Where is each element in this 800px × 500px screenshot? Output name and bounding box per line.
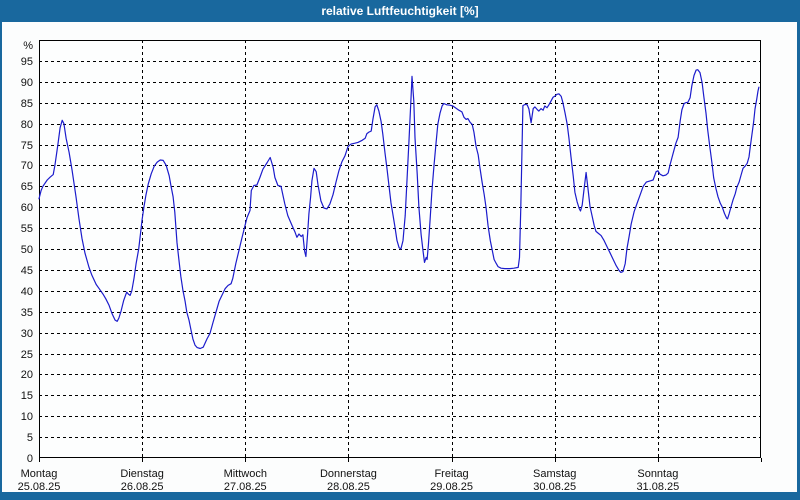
- y-axis-tick-label: 75: [21, 140, 33, 152]
- y-axis-tick-label: 65: [21, 181, 33, 193]
- y-axis-tick-label: 85: [21, 98, 33, 110]
- x-axis-day-label: Sonntag: [637, 468, 678, 480]
- y-axis-tick-label: 55: [21, 223, 33, 235]
- humidity-line: [38, 69, 760, 350]
- x-axis-day-label: Montag: [21, 468, 58, 480]
- window-border-right: [797, 22, 800, 500]
- y-axis-tick-label: 15: [21, 390, 33, 402]
- y-axis-tick-label: 80: [21, 119, 33, 131]
- x-axis-day-label: Mittwoch: [224, 468, 267, 480]
- title-bar: relative Luftfeuchtigkeit [%]: [0, 0, 800, 22]
- y-axis-tick-label: 95: [21, 56, 33, 68]
- x-axis-day-label: Freitag: [434, 468, 468, 480]
- y-axis-tick-label: 5: [27, 432, 33, 444]
- x-axis-date-label: 30.08.25: [533, 481, 576, 493]
- plot-border: [39, 40, 761, 458]
- y-axis-tick-label: 25: [21, 349, 33, 361]
- y-axis-tick-label: 0: [27, 453, 33, 465]
- x-axis-date-label: 28.08.25: [327, 481, 370, 493]
- y-axis-tick-label: 60: [21, 202, 33, 214]
- y-axis-tick-label: 20: [21, 369, 33, 381]
- y-axis-tick-label: 30: [21, 328, 33, 340]
- x-axis-date-label: 25.08.25: [18, 481, 61, 493]
- y-axis-tick-label: 70: [21, 160, 33, 172]
- window-title: relative Luftfeuchtigkeit [%]: [321, 4, 479, 18]
- x-axis-day-label: Donnerstag: [320, 468, 377, 480]
- x-axis-date-label: 31.08.25: [636, 481, 679, 493]
- window-border-left: [0, 22, 2, 500]
- y-axis-tick-label: 10: [21, 411, 33, 423]
- x-axis-date-label: 27.08.25: [224, 481, 267, 493]
- y-axis-tick-label: 45: [21, 265, 33, 277]
- x-axis-date-label: 26.08.25: [121, 481, 164, 493]
- x-axis-date-label: 29.08.25: [430, 481, 473, 493]
- window-border-bottom: [0, 492, 800, 500]
- y-axis-unit-label: %: [23, 40, 33, 52]
- x-axis-day-label: Samstag: [533, 468, 576, 480]
- y-axis-tick-label: 35: [21, 307, 33, 319]
- y-axis-tick-label: 40: [21, 286, 33, 298]
- chart-svg: 0 5 10 15 20 25 30 35 40 45 50 55 60 65 70 75 80 85 90 95% M…: [18, 40, 762, 493]
- y-axis-tick-label: 90: [21, 77, 33, 89]
- x-axis-day-label: Dienstag: [120, 468, 163, 480]
- y-axis-tick-label: 50: [21, 244, 33, 256]
